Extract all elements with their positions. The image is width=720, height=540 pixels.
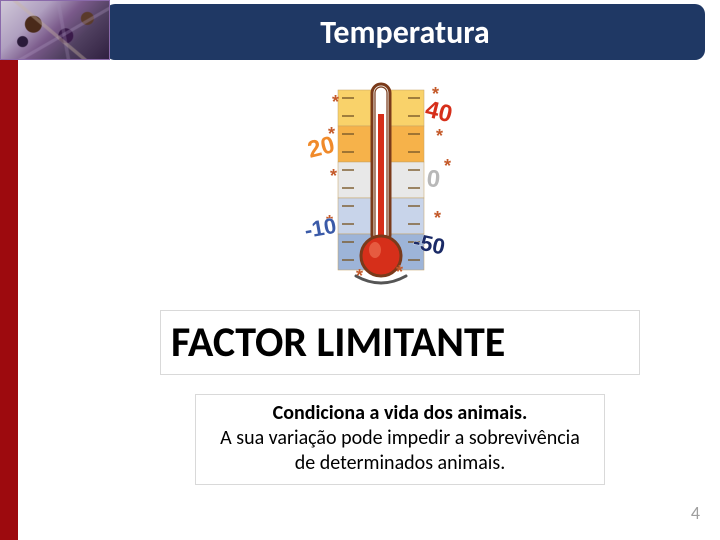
svg-text:0: 0 <box>425 165 441 193</box>
svg-text:-10: -10 <box>303 213 339 243</box>
header-bar: Temperatura <box>105 4 705 60</box>
svg-text:40: 40 <box>423 96 455 129</box>
svg-text:*: * <box>434 208 441 228</box>
heading-box: FACTOR LIMITANTE <box>160 310 640 375</box>
svg-text:*: * <box>356 266 363 286</box>
svg-text:*: * <box>396 262 403 282</box>
description-line-2: A sua variação pode impedir a sobrevivên… <box>208 426 592 476</box>
svg-text:*: * <box>330 166 337 186</box>
page-title: Temperatura <box>320 13 489 52</box>
heading-text: FACTOR LIMITANTE <box>171 317 629 368</box>
description-line-1: Condiciona a vida dos animais. <box>208 401 592 426</box>
page-number: 4 <box>691 502 700 524</box>
corner-neuron-image <box>0 0 110 60</box>
description-box: Condiciona a vida dos animais. A sua var… <box>195 394 605 485</box>
svg-text:*: * <box>444 156 451 176</box>
thermometer-figure: **********40200-10-50 <box>296 78 466 298</box>
svg-text:*: * <box>436 126 443 146</box>
left-accent-strip <box>0 0 18 540</box>
svg-text:*: * <box>332 92 339 112</box>
